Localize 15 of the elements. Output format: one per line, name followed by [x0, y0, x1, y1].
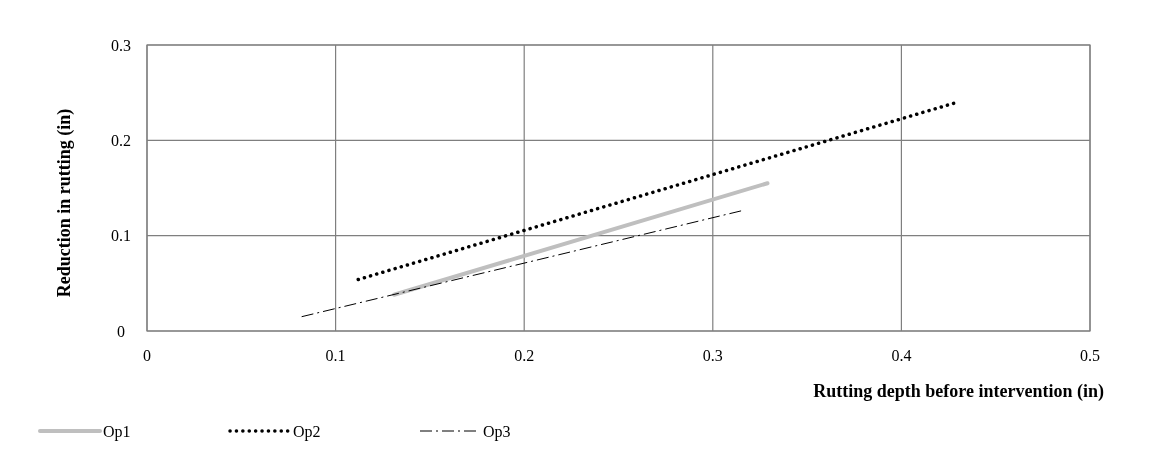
y-tick-label: 0.2 — [111, 131, 131, 149]
legend-label: Op2 — [293, 422, 321, 441]
y-axis-title: Reduction in rutting (in) — [54, 108, 75, 298]
y-tick-label: 0.1 — [111, 227, 131, 245]
legend-label: Op1 — [103, 422, 131, 441]
x-tick-label: 0.2 — [514, 347, 535, 364]
x-tick-label: 0.4 — [891, 347, 912, 364]
y-tick-label: 0 — [117, 322, 125, 340]
legend-label: Op3 — [483, 422, 511, 441]
x-tick-label: 0.1 — [325, 347, 346, 364]
y-tick-label: 0.3 — [111, 36, 131, 54]
x-tick-label: 0.5 — [1080, 347, 1100, 364]
x-axis-title: Rutting depth before intervention (in) — [813, 381, 1104, 402]
x-tick-label: 0 — [143, 347, 151, 364]
x-tick-label: 0.3 — [702, 347, 723, 364]
